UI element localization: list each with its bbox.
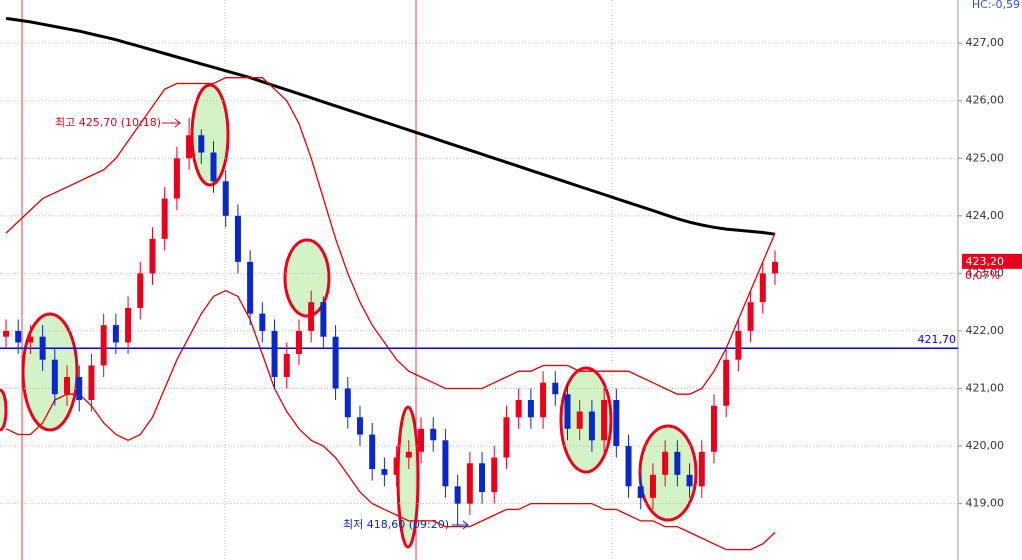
candle-body [234,215,241,262]
price-tag-label: 423,20 [966,255,1005,268]
highlight-ellipse [396,405,420,549]
indicator-line [5,289,776,551]
candle-body [527,400,534,418]
candle-body [332,336,339,389]
high-arrow [162,118,181,128]
candle-body [344,388,351,418]
y-tick-label: 426,00 [966,94,1005,107]
low-note: 최저 418,60 (09:20) [343,518,449,531]
candle-body [39,336,46,360]
candle-body [442,440,449,487]
highlight-ellipse [190,83,230,187]
candle-body [698,451,705,487]
candle-body [710,405,717,452]
candle-body [198,135,205,153]
candle-body [491,457,498,493]
candle-body [747,302,754,331]
candle-body [112,325,119,343]
candle-body [418,428,425,452]
candle-body [686,474,693,487]
candle-body [15,330,22,343]
candle-body [576,411,583,429]
candle-body [271,330,278,377]
candle-body [295,330,302,354]
candle-body [772,261,778,274]
y-tick-label: 420,00 [966,439,1005,452]
candle-body [503,417,510,458]
y-tick-label: 419,00 [966,497,1005,510]
candle-body [356,417,363,435]
candle-body [186,135,193,159]
candle-body [515,400,522,418]
candle-body [637,486,644,498]
candle-body [210,152,217,182]
candle-body [308,302,315,331]
indicator-line [5,77,776,395]
candle-body [735,330,742,360]
candle-body [161,198,168,239]
change-label: 0,07% [965,269,1000,282]
highlights [0,83,698,549]
price-tag [962,253,1022,269]
candle-body [381,469,388,475]
header-label: HC:-0,59 [972,0,1020,11]
candle-body [64,376,71,395]
y-tick-label: 424,00 [966,209,1005,222]
candle-body [479,463,486,493]
candle-body [588,411,595,441]
candle-body [247,261,254,314]
candle-body [405,451,412,458]
low-arrow [452,520,469,530]
highlight-ellipse [21,312,79,432]
candle-body [393,457,400,475]
candle-body [76,376,83,400]
candle-body [27,336,34,343]
candle-body [173,158,180,199]
y-tick-label: 427,00 [966,36,1005,49]
candle-body [100,325,107,366]
candle-body [540,382,547,418]
candle-body [259,313,266,331]
candle-body [125,307,132,343]
candle-body [88,365,95,400]
y-tick-label: 421,00 [966,381,1005,394]
candle-body [283,353,290,377]
indicator-line [5,16,776,236]
candle-body [613,400,620,447]
candle-body [649,474,656,498]
candle-body [723,359,730,406]
candle-body [454,486,461,504]
y-tick-label: 423,00 [966,266,1005,279]
candle-body [552,382,559,395]
candle-body [369,434,376,470]
candle-body [320,302,327,337]
y-tick-label: 425,00 [966,151,1005,164]
reference-label: 421,70 [918,333,957,346]
high-note: 최고 425,70 (10:18) [55,116,161,129]
candle-body [674,451,681,475]
candle-body [149,238,156,274]
highlight-ellipse [283,238,331,318]
candle-body [759,273,766,303]
candle-body [601,400,608,441]
candle-body [564,394,571,429]
candle-body [430,428,437,441]
candle-body [466,463,473,504]
candle-body [51,359,58,395]
highlight-ellipse [0,388,8,432]
candle-body [625,446,632,487]
y-tick-label: 422,00 [966,324,1005,337]
candle-body [3,330,9,337]
candle-body [137,273,144,308]
candle-body [662,451,669,475]
candle-body [222,181,229,216]
